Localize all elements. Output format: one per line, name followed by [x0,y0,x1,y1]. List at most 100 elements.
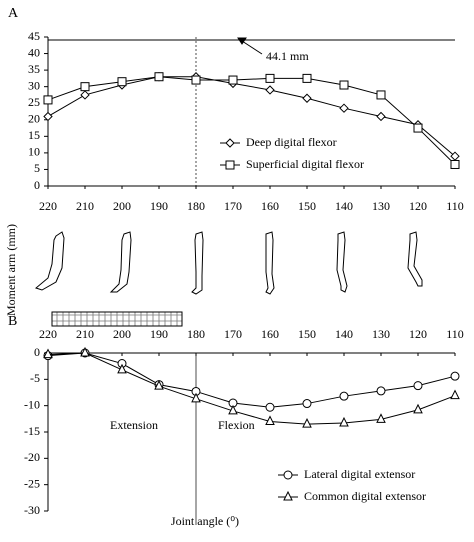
y-tick-label: -10 [24,397,40,411]
point [43,348,53,359]
point [265,415,275,425]
point [339,391,349,401]
point [117,77,127,87]
panel-label: A [8,6,19,21]
point [43,95,53,105]
point [43,111,53,122]
legend-label: Lateral digital extensor [304,467,415,481]
point [450,159,460,169]
point [302,93,312,103]
point [228,75,238,85]
x-tick-label: 140 [335,327,353,341]
y-tick-label: 20 [28,112,40,126]
x-tick-label: 190 [150,199,168,213]
point [376,413,386,423]
point [339,416,349,427]
y-tick-label: -15 [24,424,40,438]
series-line [47,76,456,165]
x-tick-label: 170 [224,327,242,341]
y-tick-label: -25 [24,476,40,490]
limb-drawings [34,231,423,295]
y-tick-label: -30 [24,503,40,517]
point [191,75,201,85]
y-tick-label: 10 [28,145,40,159]
point [450,389,460,400]
x-tick-label: 170 [224,199,242,213]
y-tick-label: -20 [24,450,40,464]
x-tick-label: 210 [76,327,94,341]
y-tick-label: 25 [28,95,40,109]
x-tick-label: 200 [113,199,131,213]
x-tick-label: 120 [409,327,427,341]
series-line [47,76,456,157]
series-line [47,352,456,408]
legend-marker [225,160,235,170]
point [302,417,312,428]
point [413,381,423,391]
point [80,346,90,357]
point [265,402,275,412]
point [154,72,164,82]
y-tick-label: 40 [28,45,40,59]
series-line [47,352,456,425]
annotation: Flexion [218,418,255,432]
y-tick-label: 0 [34,345,40,359]
x-tick-label: 160 [261,327,279,341]
point [339,80,349,90]
x-tick-label: 150 [298,327,316,341]
point [302,399,312,409]
x-tick-label: 180 [187,327,205,341]
point [265,73,275,83]
point [80,90,90,100]
x-axis-label: Joint angle (⁰) [171,514,239,528]
y-tick-label: 5 [34,161,40,175]
x-tick-label: 110 [446,327,464,341]
annotation: Extension [110,418,158,432]
x-tick-label: 160 [261,199,279,213]
x-tick-label: 200 [113,327,131,341]
annotation: 44.1 mm [266,49,309,63]
legend-label: Deep digital flexor [246,135,337,149]
point [413,123,423,133]
x-tick-label: 120 [409,199,427,213]
y-tick-label: 35 [28,62,40,76]
point [450,371,460,381]
point [265,85,275,95]
point [80,82,90,92]
x-tick-label: 220 [39,199,57,213]
legend-marker [283,470,293,480]
x-tick-label: 110 [446,199,464,213]
point [154,380,164,390]
x-tick-label: 210 [76,199,94,213]
point [413,403,423,414]
extension-range-bar [51,311,183,327]
x-tick-label: 150 [298,199,316,213]
legend-marker [283,490,293,501]
legend-label: Superficial digital flexor [246,157,364,171]
panel-label: B [8,314,17,329]
y-tick-label: -5 [30,371,40,385]
x-tick-label: 180 [187,199,205,213]
point [376,386,386,396]
x-tick-label: 130 [372,199,390,213]
y-tick-label: 0 [34,178,40,192]
point [302,73,312,83]
legend-marker [225,138,235,148]
point [228,404,238,415]
point [191,392,201,403]
point [376,90,386,100]
y-tick-label: 45 [28,29,40,43]
y-tick-label: 15 [28,128,40,142]
legend-label: Common digital extensor [304,489,426,503]
x-tick-label: 190 [150,327,168,341]
y-axis-label: Moment arm (mm) [4,224,18,316]
x-tick-label: 130 [372,327,390,341]
annotation-arrow [237,37,263,55]
x-tick-label: 140 [335,199,353,213]
point [376,111,386,122]
point [339,103,349,113]
x-tick-label: 220 [39,327,57,341]
y-tick-label: 30 [28,78,40,92]
